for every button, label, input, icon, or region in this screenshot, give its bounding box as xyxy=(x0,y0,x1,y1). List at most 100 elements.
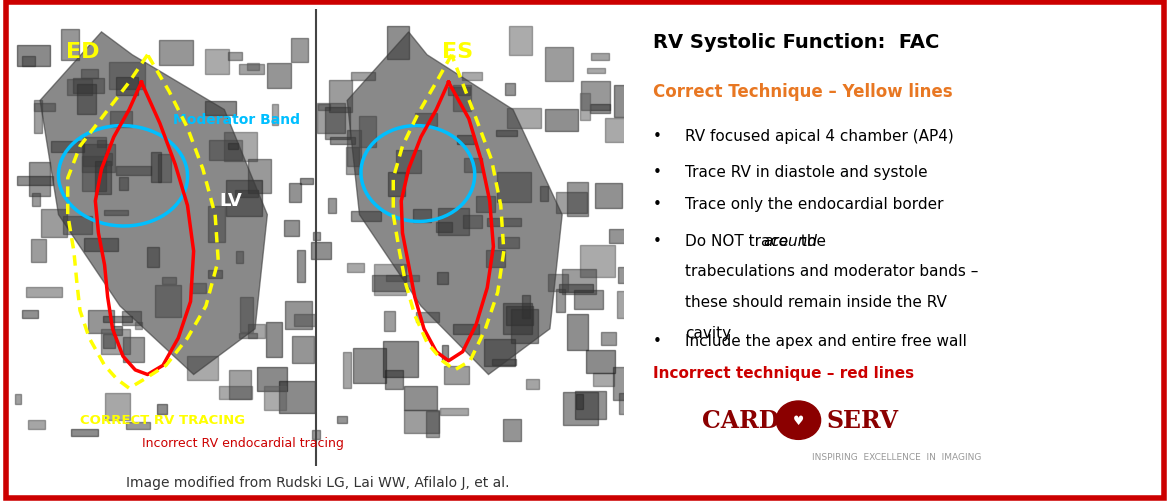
Bar xyxy=(559,285,593,292)
Bar xyxy=(208,270,222,278)
Bar xyxy=(464,159,482,173)
Text: Include the apex and entire free wall: Include the apex and entire free wall xyxy=(684,334,966,349)
Bar xyxy=(292,337,314,363)
Bar xyxy=(426,411,439,437)
Bar xyxy=(22,57,35,67)
Bar xyxy=(82,145,115,173)
Bar xyxy=(119,178,129,190)
Bar xyxy=(337,416,346,423)
Bar xyxy=(503,304,532,334)
Bar xyxy=(117,166,151,175)
Bar xyxy=(556,289,565,312)
Bar xyxy=(29,163,50,196)
Bar xyxy=(439,209,469,235)
Bar xyxy=(346,148,359,175)
Bar xyxy=(191,284,206,294)
Bar xyxy=(205,102,236,116)
Bar xyxy=(312,430,319,439)
Bar xyxy=(103,334,115,348)
Text: RV focused apical 4 chamber (AP4): RV focused apical 4 chamber (AP4) xyxy=(684,129,954,143)
Bar xyxy=(291,39,308,63)
Bar xyxy=(83,138,106,167)
Bar xyxy=(63,216,91,235)
Text: ED: ED xyxy=(67,42,99,62)
Bar xyxy=(81,70,97,79)
Bar xyxy=(248,159,270,194)
Bar xyxy=(32,193,40,207)
Bar xyxy=(487,218,521,227)
Bar xyxy=(88,311,113,333)
Bar xyxy=(618,292,632,318)
Bar xyxy=(136,322,142,330)
Bar xyxy=(442,345,448,361)
Bar xyxy=(523,296,530,319)
Bar xyxy=(123,338,144,362)
Text: •: • xyxy=(653,165,662,180)
Bar xyxy=(448,88,470,96)
Text: ♥: ♥ xyxy=(793,414,804,427)
Bar xyxy=(126,422,150,429)
Bar xyxy=(353,348,386,383)
Text: Incorrect RV endocardial tracing: Incorrect RV endocardial tracing xyxy=(142,436,344,449)
Bar xyxy=(219,386,252,399)
Bar xyxy=(496,131,517,137)
Bar xyxy=(576,394,583,409)
Bar xyxy=(267,64,290,89)
Bar xyxy=(502,420,521,441)
Bar xyxy=(318,104,330,111)
Text: •: • xyxy=(653,129,662,143)
Text: the: the xyxy=(796,233,826,248)
Bar xyxy=(613,368,648,400)
Bar xyxy=(539,187,548,201)
Bar xyxy=(116,78,138,96)
Text: around: around xyxy=(763,233,817,248)
Text: LV: LV xyxy=(219,192,242,210)
Bar xyxy=(618,268,648,283)
Bar xyxy=(301,178,312,184)
Bar xyxy=(351,73,376,80)
Bar xyxy=(67,80,92,96)
Bar xyxy=(311,242,331,260)
Text: Image modified from Rudski LG, Lai WW, Afilalo J, et al.: Image modified from Rudski LG, Lai WW, A… xyxy=(126,475,510,489)
Bar xyxy=(579,245,615,277)
Bar xyxy=(395,150,421,173)
Bar xyxy=(462,73,482,81)
Bar xyxy=(605,119,639,143)
Bar xyxy=(476,196,495,212)
Polygon shape xyxy=(347,33,563,375)
Text: Incorrect technique – red lines: Incorrect technique – red lines xyxy=(653,366,914,381)
Bar xyxy=(619,393,655,414)
Bar xyxy=(440,408,468,415)
Bar xyxy=(109,63,145,90)
Bar xyxy=(113,327,122,335)
Bar xyxy=(567,182,587,217)
Bar xyxy=(347,264,364,272)
Bar xyxy=(227,181,262,217)
Bar xyxy=(284,220,298,237)
Bar xyxy=(587,69,605,74)
Text: INSPIRING  EXCELLENCE  IN  IMAGING: INSPIRING EXCELLENCE IN IMAGING xyxy=(812,452,980,461)
Bar xyxy=(497,237,518,248)
Bar xyxy=(557,193,586,213)
Circle shape xyxy=(776,401,820,439)
Text: RV Systolic Function:  FAC: RV Systolic Function: FAC xyxy=(653,33,940,52)
Bar xyxy=(580,93,591,121)
Bar xyxy=(404,387,438,410)
Polygon shape xyxy=(40,33,268,375)
Bar xyxy=(297,250,305,283)
Text: Moderator Band: Moderator Band xyxy=(173,113,301,127)
Bar xyxy=(223,132,257,162)
Bar xyxy=(329,80,352,113)
Bar xyxy=(157,404,167,414)
Bar xyxy=(549,275,567,291)
Bar xyxy=(436,272,448,285)
Bar xyxy=(32,239,47,263)
Bar xyxy=(359,117,376,148)
Bar xyxy=(453,324,479,334)
Bar xyxy=(105,154,112,166)
Bar xyxy=(491,360,516,366)
Bar xyxy=(102,329,130,354)
Bar xyxy=(15,394,21,404)
Bar xyxy=(289,183,301,203)
Bar xyxy=(247,64,259,71)
